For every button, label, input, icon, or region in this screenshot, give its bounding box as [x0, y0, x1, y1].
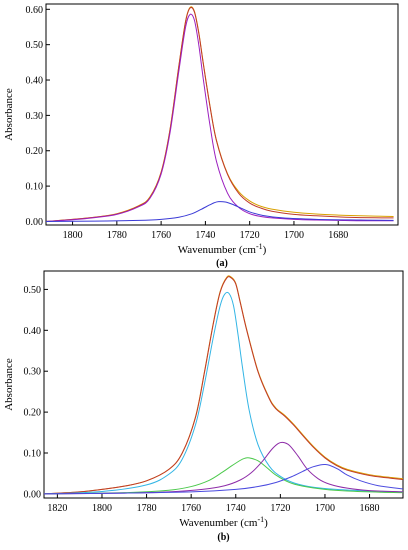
x-tick-label: 1780 [107, 230, 127, 241]
series-line-1 [46, 6, 394, 222]
series-line-4 [44, 457, 403, 495]
y-axis-title: Absorbance [3, 358, 15, 411]
y-tick-label: 0.50 [26, 40, 44, 51]
x-tick-label: 1700 [284, 230, 304, 241]
series-line-4 [46, 201, 394, 222]
series-line-5 [44, 441, 403, 495]
x-tick-label: 1680 [328, 230, 348, 241]
y-tick-label: 0.30 [24, 367, 42, 378]
x-tick-label: 1800 [63, 230, 83, 241]
x-tick-label: 1720 [240, 230, 260, 241]
y-tick-label: 0.20 [24, 408, 42, 419]
y-tick-label: 0.30 [26, 111, 44, 122]
series-line-3 [46, 13, 394, 222]
series-line-1 [44, 275, 403, 495]
x-tick-label: 1700 [315, 503, 335, 514]
series-line-2 [44, 276, 403, 495]
x-tick-label: 1820 [47, 503, 67, 514]
series-line-3 [44, 291, 403, 495]
y-tick-label: 0.10 [24, 449, 42, 460]
x-axis-title: Wavenumber (cm-1) [179, 515, 268, 529]
y-tick-label: 0.00 [26, 217, 44, 228]
x-tick-label: 1740 [195, 230, 215, 241]
plot-frame [45, 3, 399, 226]
series-line-6 [44, 463, 403, 495]
y-tick-label: 0.50 [24, 285, 42, 296]
y-tick-label: 0.00 [24, 489, 42, 500]
y-tick-label: 0.10 [26, 182, 44, 193]
x-tick-label: 1760 [151, 230, 171, 241]
x-axis-title: Wavenumber (cm-1) [178, 242, 267, 256]
x-tick-label: 1740 [226, 503, 246, 514]
panel-a: 0.00 0.10 0.20 0.30 0.40 0.50 0.60 1800 1780 1760… [3, 3, 399, 269]
x-tick-label: 1760 [181, 503, 201, 514]
panel-label: (a) [216, 258, 228, 269]
x-tick-label: 1720 [270, 503, 290, 514]
y-tick-label: 0.40 [24, 326, 42, 337]
x-tick-label: 1680 [360, 503, 380, 514]
y-tick-label: 0.40 [26, 76, 44, 87]
y-tick-label: 0.20 [26, 146, 44, 157]
panel-label: (b) [217, 532, 229, 543]
y-tick-label: 0.60 [26, 5, 44, 16]
series-line-2 [46, 6, 394, 222]
x-tick-label: 1800 [92, 503, 112, 514]
x-tick-label: 1780 [137, 503, 157, 514]
y-axis-title: Absorbance [3, 88, 15, 141]
panel-b: 0.00 0.10 0.20 0.30 0.40 0.50 1820 1800 1780 1760… [3, 270, 404, 543]
plot-frame [43, 270, 404, 499]
